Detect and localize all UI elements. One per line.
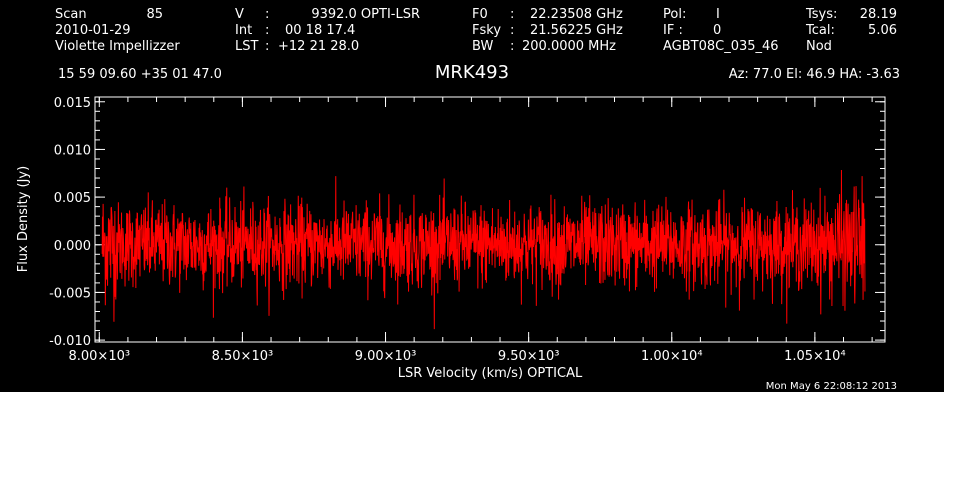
x-tick-label: 8.00×10³ (68, 349, 130, 364)
f0-value: 22.23508 GHz (530, 7, 623, 22)
tcal-value: 5.06 (868, 23, 897, 38)
tsys-label: Tsys: (805, 7, 837, 22)
fsky-value: 21.56225 GHz (530, 23, 623, 38)
obs-date: 2010-01-29 (55, 23, 131, 38)
x-tick-label: 8.50×10³ (212, 349, 274, 364)
plot-panel: Scan 85 2010-01-29 Violette Impellizzer … (0, 0, 944, 392)
lst-label: LST (235, 39, 258, 54)
source-coords: 15 59 09.60 +35 01 47.0 (58, 67, 222, 82)
f0-sep: : (510, 7, 514, 22)
int-value: 00 18 17.4 (285, 23, 355, 38)
v-label: V (235, 7, 244, 22)
plot-timestamp: Mon May 6 22:08:12 2013 (766, 381, 897, 392)
observer-name: Violette Impellizzer (55, 39, 180, 54)
pol-label: Pol: (663, 7, 686, 22)
x-tick-label: 9.00×10³ (355, 349, 417, 364)
y-axis-title: Flux Density (Jy) (16, 166, 31, 272)
lst-sep: : (265, 39, 269, 54)
v-sep: : (265, 7, 269, 22)
v-value: 9392.0 OPTI-LSR (311, 7, 420, 22)
series-flux-trace (101, 170, 866, 330)
y-tick-label: 0.010 (54, 143, 91, 158)
az-el-ha: Az: 77.0 El: 46.9 HA: -3.63 (729, 67, 900, 82)
project-id: AGBT08C_035_46 (663, 39, 779, 54)
y-tick-label: 0.005 (54, 191, 91, 206)
lst-value: +12 21 28.0 (278, 39, 359, 54)
y-axis-ticks: -0.010 -0.005 0.000 0.005 0.010 0.015 (49, 96, 885, 349)
chart-title: MRK493 (435, 62, 509, 83)
bw-value: 200.0000 MHz (522, 39, 616, 54)
scan-label: Scan (55, 7, 87, 22)
fsky-label: Fsky (472, 23, 501, 38)
if-value: 0 (713, 23, 721, 38)
tsys-value: 28.19 (860, 7, 897, 22)
x-axis-title: LSR Velocity (km/s) OPTICAL (398, 366, 583, 381)
x-tick-label: 1.00×10⁴ (641, 349, 703, 364)
x-tick-label: 9.50×10³ (498, 349, 560, 364)
int-label: Int (235, 23, 252, 38)
y-tick-label: -0.005 (49, 286, 91, 301)
y-tick-label: 0.000 (54, 239, 91, 254)
obs-mode: Nod (806, 39, 832, 54)
bw-sep: : (510, 39, 514, 54)
x-axis-ticks: 8.00×10³ 8.50×10³ 9.00×10³ 9.50×10³ 1.00×10⁴… (68, 97, 873, 364)
plot-frame (94, 96, 886, 343)
pol-value: I (716, 7, 720, 22)
int-sep: : (265, 23, 269, 38)
y-tick-label: -0.010 (49, 334, 91, 349)
bw-label: BW (472, 39, 493, 54)
tcal-label: Tcal: (805, 23, 835, 38)
fsky-sep: : (510, 23, 514, 38)
if-label: IF : (663, 23, 683, 38)
f0-label: F0 (472, 7, 488, 22)
chart-svg: Scan 85 2010-01-29 Violette Impellizzer … (16, 7, 900, 392)
y-tick-label: 0.015 (54, 96, 91, 111)
scan-value: 85 (146, 7, 163, 22)
x-tick-label: 1.05×10⁴ (784, 349, 846, 364)
